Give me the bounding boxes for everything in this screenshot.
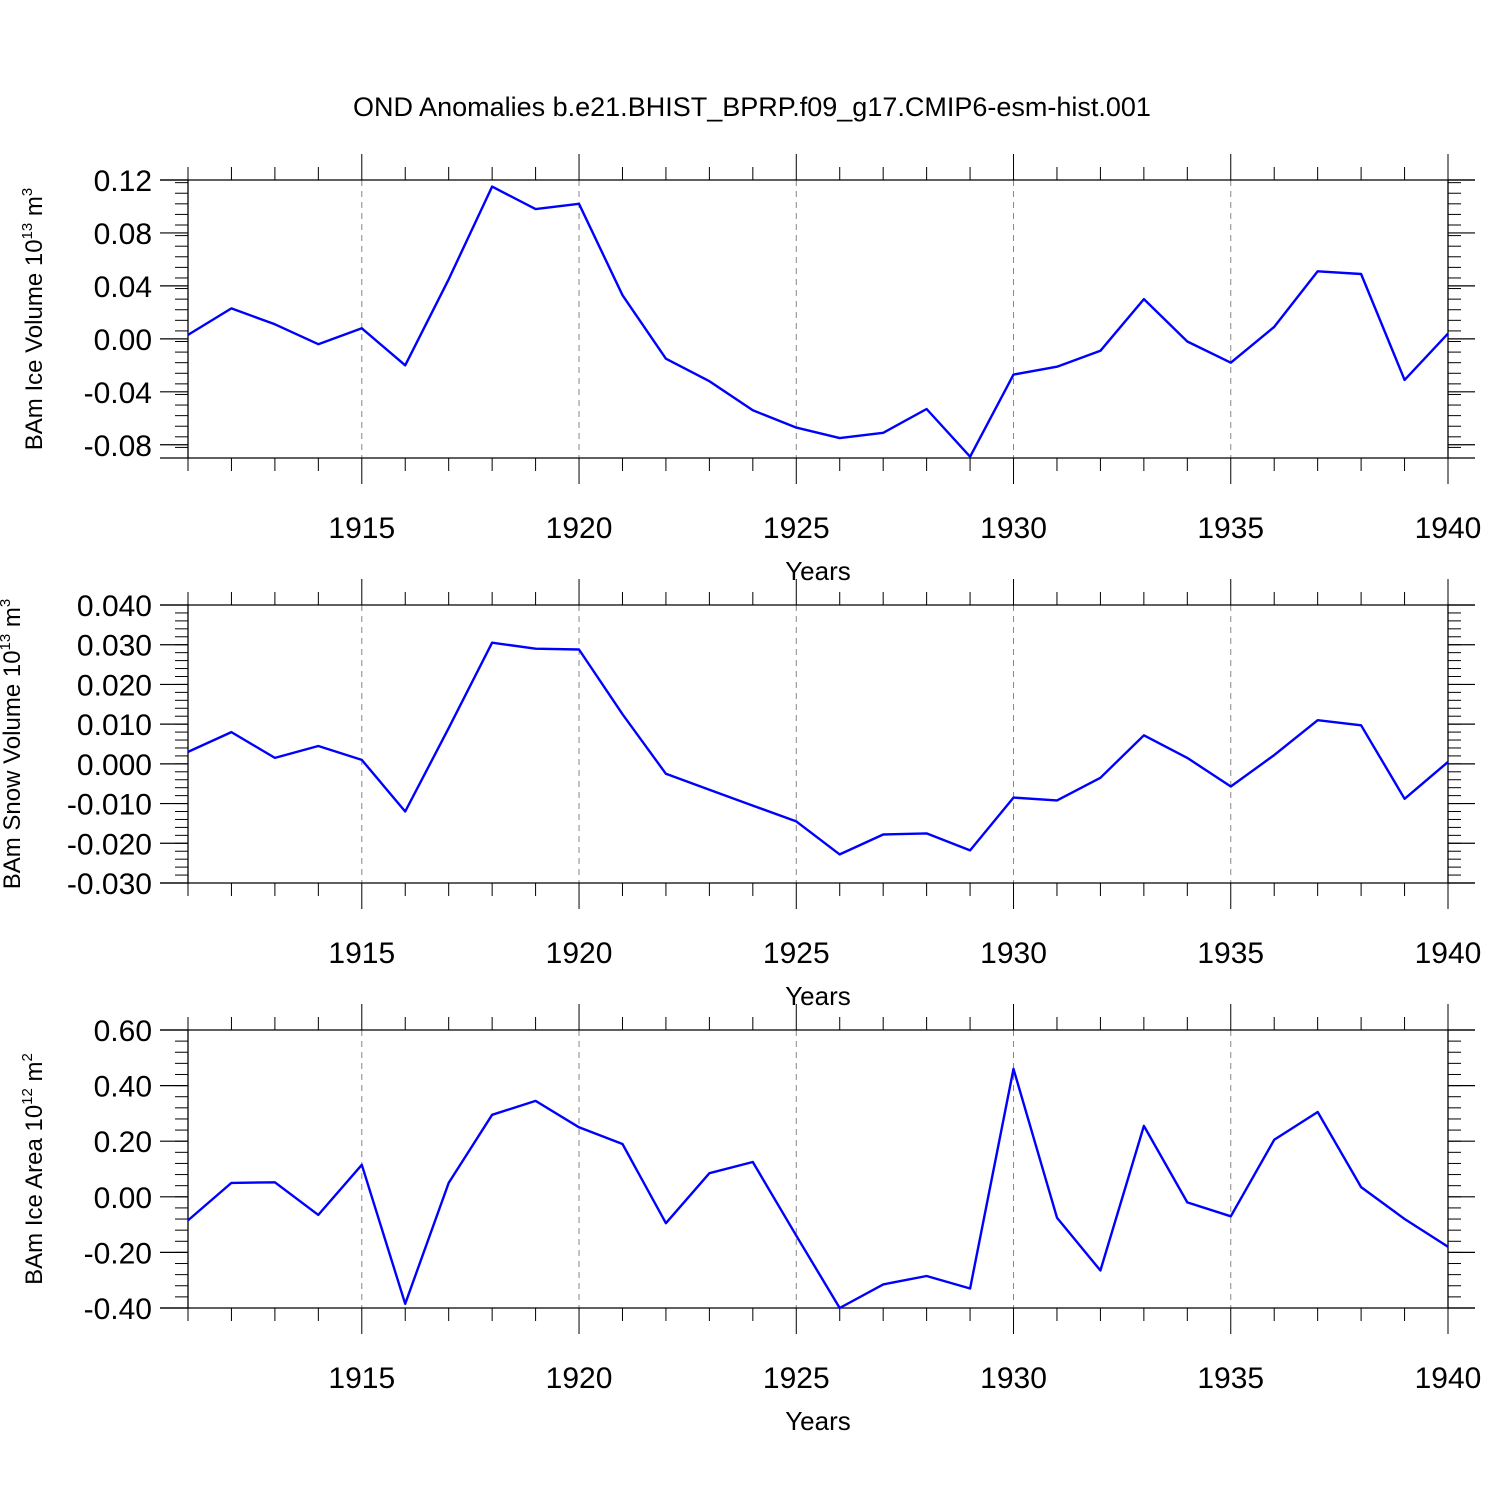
x-tick-label: 1925 — [763, 937, 830, 970]
y-tick-label: -0.40 — [84, 1293, 152, 1326]
x-tick-label: 1935 — [1197, 937, 1264, 970]
x-tick-label: 1940 — [1415, 1362, 1482, 1395]
y-tick-label: 0.00 — [94, 1182, 152, 1215]
y-tick-label: -0.04 — [84, 377, 152, 410]
x-tick-label: 1925 — [763, 1362, 830, 1395]
series-line — [187, 185, 1449, 458]
y-tick-label: 0.20 — [94, 1126, 152, 1159]
panel-1: 0.12 0.08 0.04 0.00 -0.04 -0.08 1915 1920 1925 19… — [19, 154, 1481, 586]
x-tick-label: 1915 — [328, 937, 395, 970]
y-tick-label: 0.12 — [94, 165, 152, 198]
x-tick-label: 1915 — [328, 512, 395, 545]
y-tick-label: 0.020 — [77, 669, 152, 702]
x-tick-label: 1935 — [1197, 1362, 1264, 1395]
y-axis-label: BAm Ice Area 1012 m2 — [19, 1053, 48, 1285]
panel-3: 0.60 0.40 0.20 0.00 -0.20 -0.40 1915 1920 1925 19… — [19, 1004, 1481, 1436]
x-tick-label: 1930 — [980, 512, 1047, 545]
y-tick-label: -0.020 — [67, 828, 152, 861]
y-tick-label: -0.030 — [67, 868, 152, 901]
y-tick-label: 0.08 — [94, 218, 152, 251]
x-tick-label: 1920 — [546, 937, 613, 970]
y-tick-label: 0.00 — [94, 324, 152, 357]
y-axis-label: BAm Ice Volume 1013 m3 — [19, 188, 48, 450]
series-line — [187, 1067, 1449, 1310]
x-tick-label: 1925 — [763, 512, 830, 545]
x-tick-label: 1940 — [1415, 937, 1482, 970]
y-tick-label: 0.40 — [94, 1071, 152, 1104]
x-axis-label: Years — [785, 1406, 851, 1436]
y-tick-label: 0.030 — [77, 630, 152, 663]
x-axis-label: Years — [785, 556, 851, 586]
y-tick-label: -0.010 — [67, 789, 152, 822]
x-axis-label: Years — [785, 981, 851, 1011]
y-tick-label: 0.60 — [94, 1015, 152, 1048]
panels: 0.12 0.08 0.04 0.00 -0.04 -0.08 1915 1920 1925 19… — [0, 154, 1481, 1436]
x-tick-label: 1935 — [1197, 512, 1264, 545]
y-axis-label: BAm Snow Volume 1013 m3 — [0, 599, 26, 890]
x-tick-label: 1930 — [980, 937, 1047, 970]
y-tick-label: 0.000 — [77, 749, 152, 782]
y-tick-label: -0.20 — [84, 1237, 152, 1270]
x-tick-label: 1930 — [980, 1362, 1047, 1395]
x-tick-label: 1920 — [546, 512, 613, 545]
figure-title: OND Anomalies b.e21.BHIST_BPRP.f09_g17.C… — [353, 92, 1151, 122]
series-line — [187, 641, 1449, 856]
y-tick-label: 0.04 — [94, 271, 152, 304]
x-tick-label: 1940 — [1415, 512, 1482, 545]
panel-2: 0.040 0.030 0.020 0.010 0.000 -0.010 -0.020 -0.… — [0, 579, 1481, 1011]
y-tick-label: 0.010 — [77, 709, 152, 742]
x-tick-label: 1920 — [546, 1362, 613, 1395]
x-tick-label: 1915 — [328, 1362, 395, 1395]
y-tick-label: -0.08 — [84, 430, 152, 463]
y-tick-label: 0.040 — [77, 590, 152, 623]
